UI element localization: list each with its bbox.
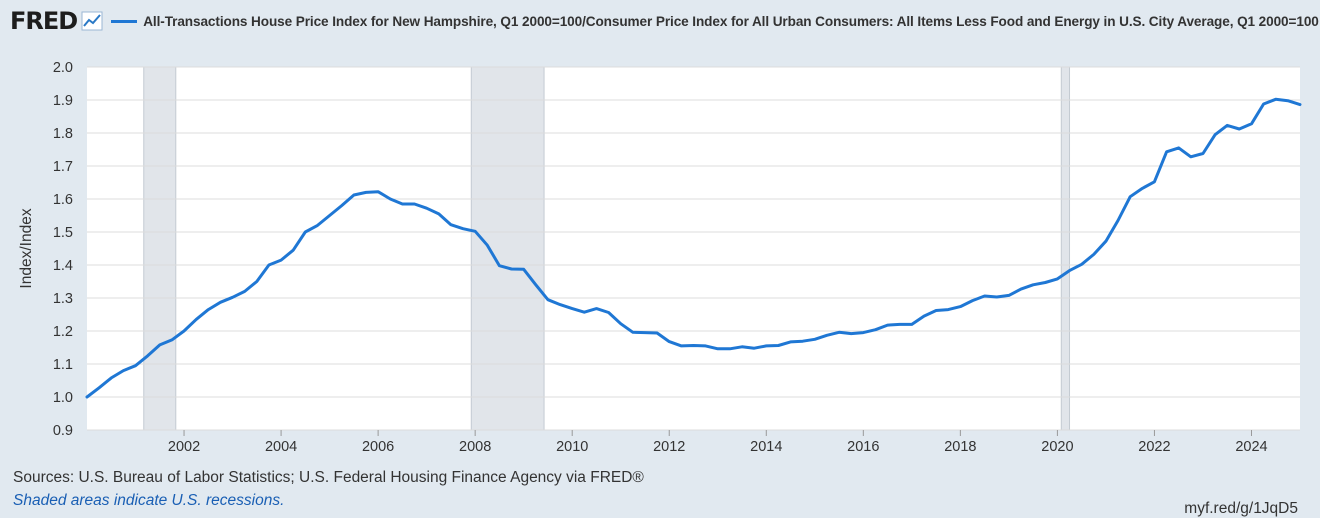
y-tick-label: 1.0 xyxy=(53,390,73,406)
x-tick-label: 2010 xyxy=(556,439,588,455)
y-tick-label: 1.9 xyxy=(53,93,73,109)
y-tick-label: 1.7 xyxy=(53,159,73,175)
y-tick-label: 1.4 xyxy=(53,258,73,274)
x-tick-label: 2014 xyxy=(750,439,782,455)
x-tick-label: 2012 xyxy=(653,439,685,455)
y-tick-label: 2.0 xyxy=(53,60,73,76)
plot-area xyxy=(87,67,1300,430)
y-tick-label: 1.1 xyxy=(53,357,73,373)
x-tick-label: 2006 xyxy=(362,439,394,455)
x-tick-label: 2024 xyxy=(1235,439,1267,455)
y-tick-label: 1.6 xyxy=(53,192,73,208)
recession-band xyxy=(470,66,545,431)
x-tick-label: 2018 xyxy=(944,439,976,455)
recession-note: Shaded areas indicate U.S. recessions. xyxy=(13,492,285,509)
y-tick-label: 1.8 xyxy=(53,126,73,142)
series-line xyxy=(85,97,1302,399)
y-tick-label: 0.9 xyxy=(53,423,73,439)
short-url-link[interactable]: myf.red/g/1JqD5 xyxy=(1184,500,1298,517)
recession-band xyxy=(143,66,177,431)
trend-graph-icon xyxy=(81,11,103,31)
x-tick-label: 2004 xyxy=(265,439,297,455)
line-chart: 0.9 1.0 1.1 1.2 1.3 1.4 1.5 1.6 1.7 1.8 1.9 2.0 2002… xyxy=(18,60,1302,455)
x-tick-label: 2020 xyxy=(1041,439,1073,455)
fred-logo[interactable]: FRED xyxy=(10,7,78,35)
y-axis-label: Index/Index xyxy=(18,208,35,288)
x-tick-label: 2022 xyxy=(1138,439,1170,455)
y-tick-label: 1.2 xyxy=(53,324,73,340)
y-tick-label: 1.5 xyxy=(53,225,73,241)
legend-line-swatch xyxy=(111,19,138,23)
x-tick-label: 2016 xyxy=(847,439,879,455)
sources-note: Sources: U.S. Bureau of Labor Statistics… xyxy=(13,469,644,486)
header: FRED All-Transactions House Price Index … xyxy=(10,6,1319,36)
recession-band xyxy=(1060,66,1071,431)
y-tick-label: 1.3 xyxy=(53,291,73,307)
x-tick-label: 2002 xyxy=(168,439,200,455)
x-tick-label: 2008 xyxy=(459,439,491,455)
chart-title: All-Transactions House Price Index for N… xyxy=(143,13,1319,29)
